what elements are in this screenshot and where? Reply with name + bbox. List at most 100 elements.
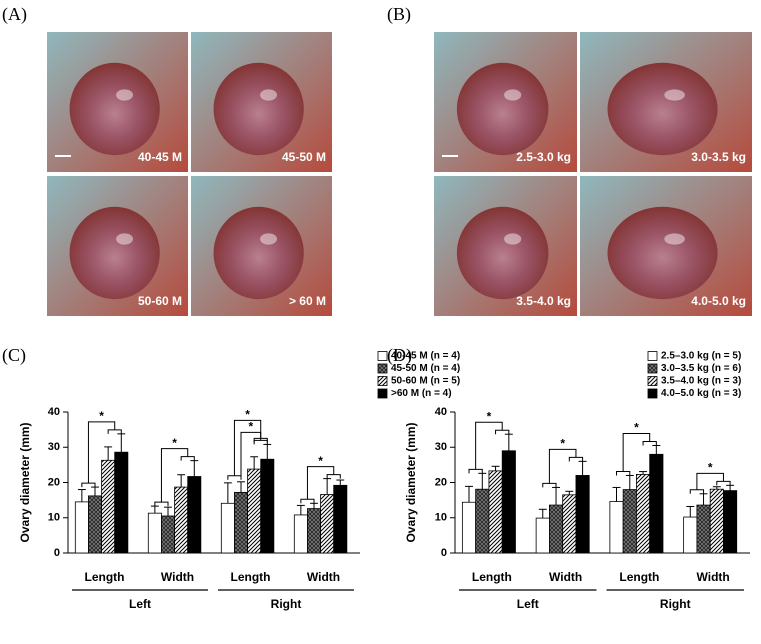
x-tick-label: Width [307, 570, 340, 584]
sig-bracket [689, 489, 705, 494]
y-tick-label: 10 [435, 512, 447, 524]
photo-highlight [504, 89, 522, 101]
bar [174, 486, 189, 554]
panel-label: (D) [387, 345, 412, 366]
photo-caption: > 60 M [289, 294, 326, 308]
bar [161, 515, 175, 554]
legend-swatch [377, 363, 388, 374]
y-tick-label: 30 [435, 441, 447, 453]
bar [260, 458, 275, 554]
y-tick-label: 40 [435, 406, 447, 418]
bar [74, 501, 89, 554]
sig-bracket [468, 468, 483, 474]
legend-label: 45-50 M (n = 4) [391, 363, 460, 374]
sig-bracket [107, 429, 122, 434]
photo-ovary [213, 206, 304, 300]
photo-highlight [504, 233, 522, 245]
sig-bracket [548, 448, 577, 484]
photo-ovary [607, 206, 718, 300]
y-tick-label: 0 [441, 547, 447, 559]
bar [683, 516, 698, 554]
photo-highlight [116, 233, 134, 245]
bar [247, 468, 262, 554]
y-tick-label: 20 [435, 476, 447, 488]
sig-bracket [306, 466, 335, 500]
x-tick-label: Length [85, 570, 125, 584]
bar [320, 494, 335, 554]
sig-bracket [154, 501, 169, 507]
panel-label: (B) [387, 4, 411, 25]
bar [575, 475, 590, 554]
sig-bracket [495, 429, 510, 435]
sig-label: * [634, 421, 639, 435]
sig-label: * [99, 409, 104, 423]
x-tick-label: Width [161, 570, 194, 584]
sig-bracket [716, 480, 731, 486]
photo-caption: 40-45 M [138, 150, 182, 164]
bar [709, 488, 724, 554]
sig-bracket [87, 421, 116, 484]
bar [307, 508, 321, 554]
sig-label: * [708, 460, 713, 474]
sig-bracket [300, 498, 315, 504]
bar [114, 451, 129, 554]
y-tick-label: 20 [48, 476, 60, 488]
bar [475, 488, 490, 554]
legend-label: 4.0–5.0 kg (n = 3) [661, 388, 741, 399]
legend-label: 3.5–4.0 kg (n = 3) [661, 376, 741, 387]
sig-bracket [475, 421, 503, 470]
bar [549, 504, 564, 554]
bar [488, 470, 503, 554]
y-axis-label: Ovary diameter (mm) [404, 422, 418, 542]
group-label: Right [660, 597, 691, 611]
legend-label: 2.5–3.0 kg (n = 5) [661, 351, 741, 362]
bar [622, 489, 637, 554]
photo-highlight [116, 89, 134, 101]
legend-swatch [647, 363, 658, 374]
y-tick-label: 30 [48, 441, 60, 453]
legend-label: >60 M (n = 4) [391, 388, 452, 399]
panel-label: (C) [2, 345, 26, 366]
sig-bracket [622, 432, 651, 472]
photo-ovary [607, 62, 718, 156]
sig-bracket [326, 474, 341, 479]
photo-ovary [69, 62, 160, 156]
photo-caption: 2.5-3.0 kg [516, 150, 571, 164]
bar [333, 484, 348, 554]
bar [187, 476, 202, 554]
group-label: Right [271, 597, 302, 611]
bar [220, 502, 235, 554]
bar [293, 514, 308, 554]
photo-ovary [456, 206, 549, 300]
sig-label: * [172, 436, 177, 450]
photo-highlight [260, 89, 278, 101]
sig-bracket [81, 482, 96, 488]
sig-bracket [233, 419, 262, 476]
sig-label: * [560, 437, 565, 451]
y-tick-label: 10 [48, 512, 60, 524]
y-axis-label: Ovary diameter (mm) [18, 422, 32, 542]
group-label: Left [129, 597, 151, 611]
x-tick-label: Length [619, 570, 659, 584]
photo-caption: 4.0-5.0 kg [691, 294, 746, 308]
x-tick-label: Length [231, 570, 271, 584]
bar [501, 450, 516, 554]
sig-label: * [249, 420, 254, 434]
x-tick-label: Width [697, 570, 730, 584]
photo-ovary [213, 62, 304, 156]
sig-bracket [542, 482, 557, 488]
sig-bracket [180, 456, 195, 461]
sig-label: * [487, 409, 492, 423]
photo-caption: 3.5-4.0 kg [516, 294, 571, 308]
sig-bracket [696, 472, 724, 490]
y-tick-label: 40 [48, 406, 60, 418]
bar [723, 490, 738, 554]
legend-swatch [647, 351, 658, 361]
legend-label: 3.0–3.5 kg (n = 6) [661, 363, 741, 374]
x-tick-label: Width [549, 570, 582, 584]
legend-label: 50-60 M (n = 5) [391, 376, 460, 387]
legend-swatch [377, 351, 388, 361]
photo-caption: 45-50 M [282, 150, 326, 164]
bar [649, 453, 664, 554]
